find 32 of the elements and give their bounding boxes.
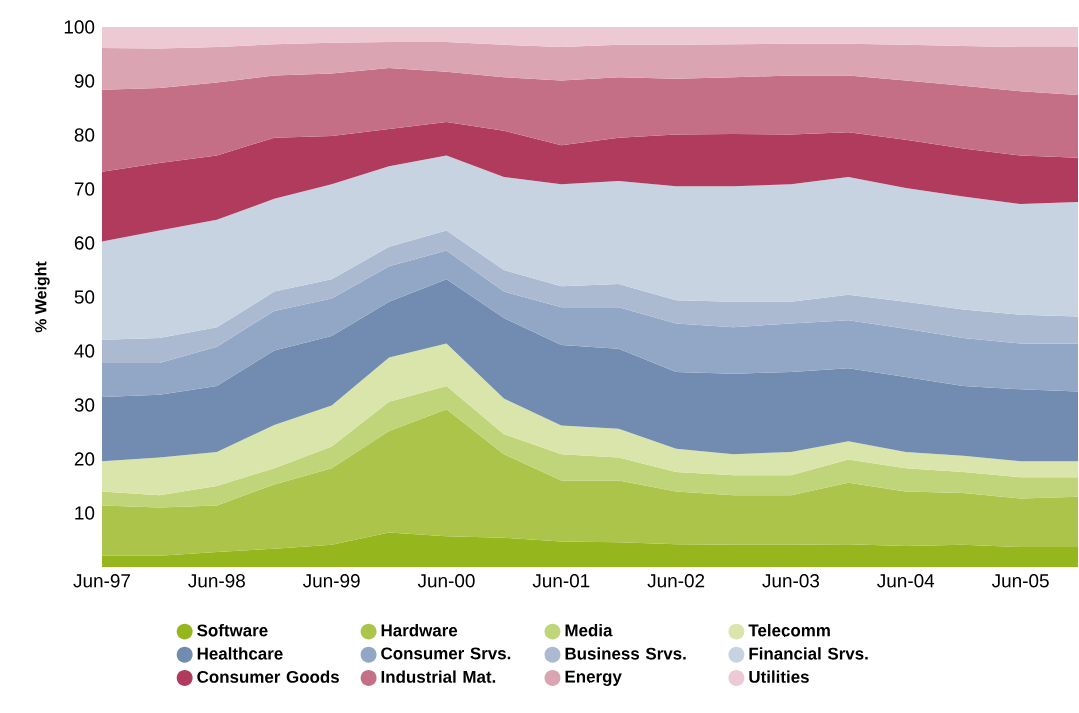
legend-label: Media — [565, 623, 613, 637]
y-tick-label: 50 — [74, 290, 95, 304]
legend-label: Utilities — [749, 670, 809, 683]
x-tick-label: Jun-03 — [762, 574, 820, 588]
legend-label: Software — [197, 623, 268, 637]
y-tick-label: 100 — [64, 20, 95, 34]
x-tick-label: Jun-97 — [73, 574, 130, 588]
legend-label: Energy — [565, 670, 622, 686]
y-tick-label: 40 — [74, 344, 95, 358]
y-tick-label: 10 — [75, 506, 95, 520]
x-tick-label: Jun-04 — [877, 574, 935, 588]
x-tick-label: Jun-01 — [532, 574, 590, 588]
legend-label: Business Srvs. — [565, 647, 686, 660]
y-tick-label: 20 — [74, 452, 95, 466]
x-tick-label: Jun-00 — [417, 574, 475, 588]
legend-label: Hardware — [381, 623, 458, 637]
y-axis-title: % Weight — [34, 261, 50, 333]
y-tick-label: 90 — [74, 74, 95, 88]
x-tick-label: Jun-02 — [647, 574, 705, 588]
legend-label: Financial Srvs. — [749, 647, 868, 660]
y-tick-label: 30 — [74, 398, 95, 412]
y-tick-label: 60 — [74, 236, 95, 250]
y-tick-label: 70 — [74, 182, 95, 196]
x-tick-label: Jun-99 — [302, 574, 360, 588]
legend-label: Healthcare — [197, 647, 283, 660]
x-tick-label: Jun-98 — [188, 574, 245, 588]
legend-label: Consumer Goods — [197, 670, 339, 683]
legend-label: Consumer Srvs. — [381, 647, 511, 660]
legend-label: Industrial Mat. — [381, 670, 496, 683]
y-tick-label: 80 — [74, 128, 95, 142]
legend-label: Telecomm — [748, 623, 830, 637]
x-tick-label: Jun-05 — [991, 574, 1049, 588]
